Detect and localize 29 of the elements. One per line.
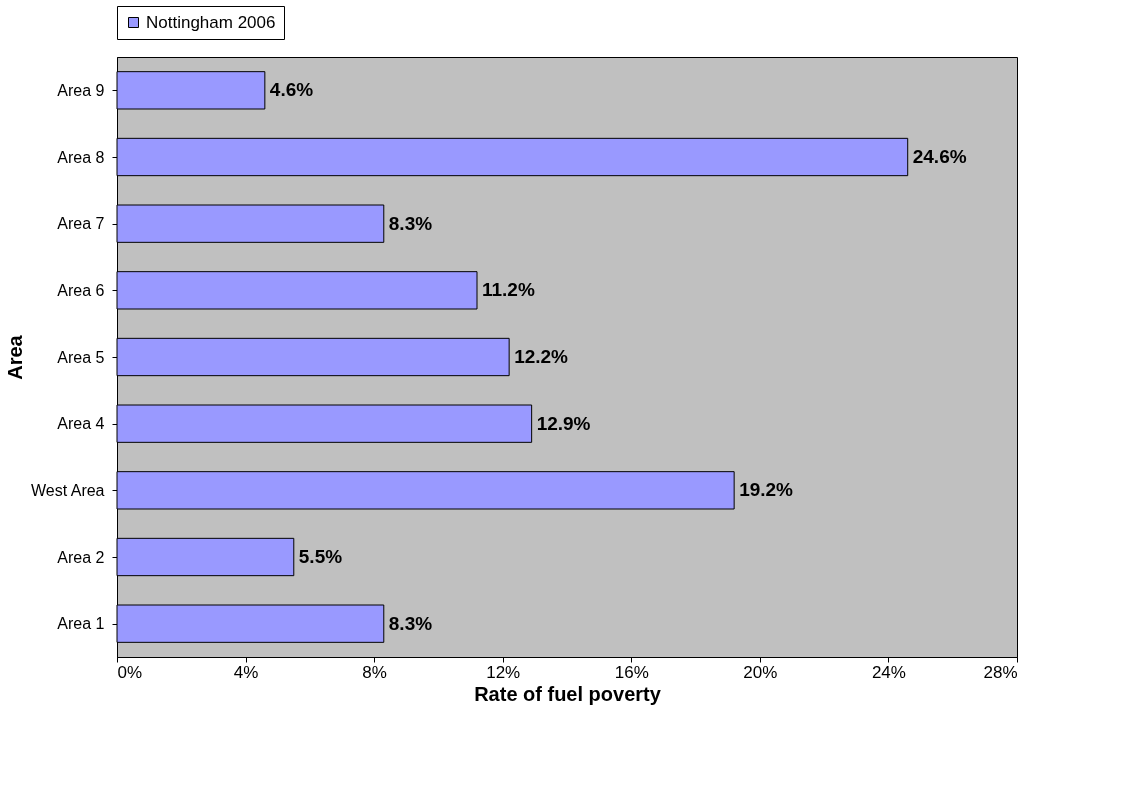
- text: 19.2%: [739, 479, 794, 501]
- x-tick-label: 28%: [983, 662, 1018, 682]
- x-tick-label: 0%: [117, 662, 143, 682]
- text: 24.6%: [912, 146, 967, 167]
- y-tick-label: Area 1: [57, 615, 105, 633]
- y-tick-label: Area 5: [57, 348, 105, 366]
- y-tick-label: West Area: [30, 481, 105, 499]
- y-tick-label: Area 7: [57, 215, 105, 233]
- y-tick-label: Area 9: [57, 81, 105, 99]
- text: 8.3%: [388, 212, 433, 234]
- x-tick-label: 12%: [486, 662, 521, 682]
- x-tick-label: 16%: [614, 662, 649, 682]
- text: 12.9%: [536, 412, 591, 434]
- y-tick-label: Area 8: [57, 148, 105, 166]
- text: 12.2%: [514, 346, 569, 367]
- y-tick-label: Area 4: [57, 415, 105, 433]
- x-axis-title: Rate of fuel poverty: [474, 682, 662, 705]
- text: 11.2%: [482, 279, 535, 301]
- x-tick-label: 8%: [362, 662, 387, 682]
- legend-label: Nottingham 2006: [146, 12, 276, 32]
- x-tick-label: 20%: [743, 662, 778, 682]
- text: 4.6%: [269, 79, 314, 101]
- x-tick-label: 4%: [233, 662, 259, 682]
- y-tick-label: Area 2: [57, 548, 105, 566]
- y-axis-title: Area: [4, 334, 27, 380]
- text: 5.5%: [298, 546, 343, 567]
- x-tick-label: 24%: [871, 662, 906, 682]
- y-tick-label: Area 6: [57, 281, 105, 299]
- text: 8.3%: [388, 612, 433, 634]
